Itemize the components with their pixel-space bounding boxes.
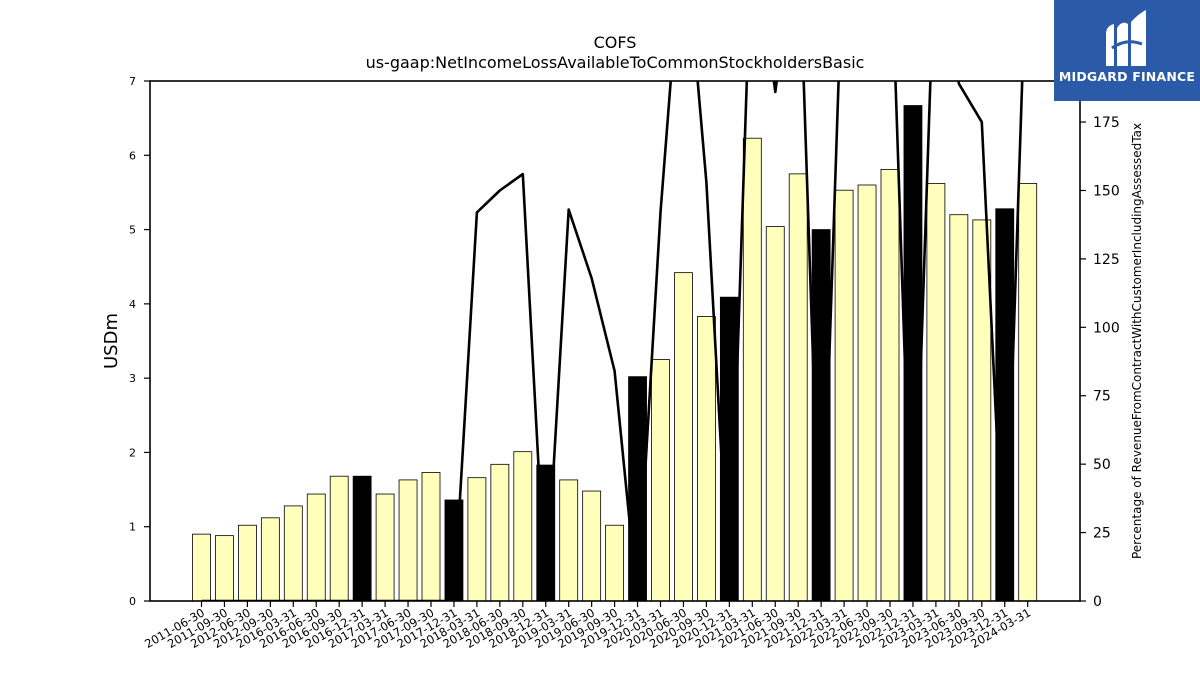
y-tick-label: 6 <box>129 149 136 162</box>
y2-tick-label: 0 <box>1093 594 1102 610</box>
bar-2018-03-31 <box>467 477 487 602</box>
y-tick-label: 2 <box>129 446 136 459</box>
y-axis-label: USDm <box>101 313 122 369</box>
bar-2022-09-30 <box>880 168 900 602</box>
bar-2019-09-30 <box>605 524 624 602</box>
bar-2024-03-31 <box>1018 183 1038 602</box>
bar-2012-06-30 <box>237 524 257 602</box>
bar-2022-03-31 <box>834 189 854 602</box>
bar-2016-03-31 <box>283 505 303 602</box>
y2-tick-label: 175 <box>1093 115 1120 131</box>
y2-tick-label: 75 <box>1093 389 1111 405</box>
bar-2017-03-31 <box>375 493 395 602</box>
bar-2021-09-30 <box>788 173 808 602</box>
bar-2016-09-30 <box>329 475 349 602</box>
bar-2016-12-31 <box>352 475 372 602</box>
y2-tick-label: 150 <box>1093 183 1120 199</box>
bar-2020-09-30 <box>697 316 716 602</box>
bar-2016-06-30 <box>306 493 326 602</box>
logo-mark-icon <box>1106 10 1146 67</box>
y2-tick-label: 25 <box>1093 526 1111 542</box>
chart-subtitle: us-gaap:NetIncomeLossAvailableToCommonSt… <box>366 53 865 72</box>
bar-2017-06-30 <box>398 479 418 602</box>
y-tick-label: 1 <box>129 521 136 534</box>
line-layer <box>201 81 1024 601</box>
bar-2011-09-30 <box>215 535 234 602</box>
bar-2019-06-30 <box>582 490 602 602</box>
chart-title: COFS <box>594 33 637 52</box>
bar-2020-06-30 <box>674 272 693 602</box>
brand-logo: MIDGARD FINANCE <box>1054 0 1200 101</box>
bar-2022-06-30 <box>857 184 877 602</box>
y-tick-label: 7 <box>129 75 136 88</box>
bar-2020-03-31 <box>651 359 670 602</box>
bar-2017-09-30 <box>421 472 441 602</box>
bar-2021-03-31 <box>742 137 762 602</box>
bar-2011-06-30 <box>192 533 211 602</box>
bar-2023-06-30 <box>949 214 969 602</box>
logo-text: MIDGARD FINANCE <box>1058 69 1196 84</box>
bar-2018-09-30 <box>513 451 533 602</box>
bar-2018-06-30 <box>490 463 510 602</box>
bar-2023-03-31 <box>926 183 946 602</box>
y-tick-label: 4 <box>129 298 136 311</box>
y2-axis-label: Percentage of RevenueFromContractWithCus… <box>1130 123 1144 559</box>
y-tick-label: 3 <box>129 372 136 385</box>
bar-2022-12-31 <box>903 105 923 602</box>
y2-tick-label: 50 <box>1093 457 1111 473</box>
ratio-line <box>201 81 1024 601</box>
y2-tick-label: 100 <box>1093 320 1120 336</box>
y2-tick-label: 125 <box>1093 252 1120 268</box>
bar-2019-03-31 <box>559 479 579 602</box>
bar-2012-09-30 <box>260 517 280 602</box>
bar-2021-06-30 <box>765 226 785 602</box>
y-tick-label: 5 <box>129 224 136 237</box>
y-tick-label: 0 <box>129 595 136 608</box>
